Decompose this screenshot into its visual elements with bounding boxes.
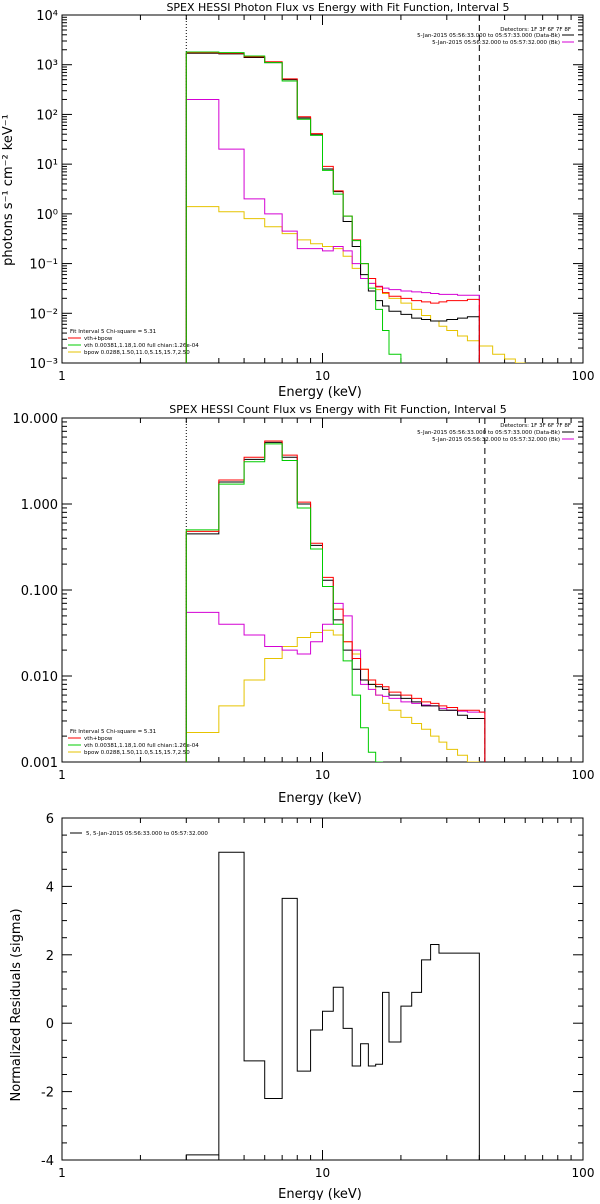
panel-2-series-fit_total: [185, 443, 384, 762]
panel-1-bpow-label: bpow 0.0288,1.50,11.0,5.15,15.7,2.50: [84, 350, 190, 356]
panel-2-fit-label: Fit Interval 5 Chi-square = 5.31: [70, 729, 156, 735]
panel-1-y-tick-label: 10⁻³: [29, 357, 58, 372]
panel-1-x-tick-label: 10: [315, 369, 330, 383]
panel-1-vth-label: vth 0.00381,1.18,1.00 full chian:1.26e-0…: [84, 343, 199, 349]
residuals-panel: Energy (keV) Normalized Residuals (sigma…: [9, 812, 595, 1202]
panel-1-series-background: [185, 98, 480, 363]
count-flux-panel: SPEX HESSI Count Flux vs Energy with Fit…: [13, 403, 595, 806]
panel-1-legend-bottom-left: Fit Interval 5 Chi-square = 5.31 vth+bpo…: [70, 329, 199, 356]
panel-1-y-tick-label: 10²: [36, 108, 58, 123]
panel-1-data-interval-label: 5-Jan-2015 05:56:33.000 to 05:57:33.000 …: [417, 33, 560, 39]
panel-1-x-tick-label: 100: [572, 369, 595, 383]
panel-2-y-tick-label: 0.100: [21, 584, 58, 599]
panel-1-y-tick-label: 10¹: [36, 158, 58, 173]
panel-1-y-tick-label: 10⁻¹: [29, 258, 58, 273]
panel-2-x-tick-label: 10: [315, 768, 330, 782]
panel-3-y-tick-label: -4: [41, 1154, 54, 1169]
panel-3-y-tick-label: -2: [41, 1086, 54, 1101]
panel-3-series-data: [185, 851, 480, 1160]
panel-2-frame: [61, 417, 584, 763]
panel-1-ylabel: photons s⁻¹ cm⁻² keV⁻¹: [1, 114, 16, 266]
panel-2-xlabel: Energy (keV): [278, 791, 362, 806]
panel-2-detectors-label: Detectors: 1F 3F 6F 7F 8F: [500, 423, 571, 429]
panel-2-bpow-label: bpow 0.0288,1.50,11.0,5.15,15.7,2.50: [84, 750, 190, 756]
panel-1-y-tick-label: 10³: [36, 59, 58, 74]
panel-3-y-tick-label: 6: [46, 812, 54, 827]
panel-3-xlabel: Energy (keV): [278, 1187, 362, 1200]
panel-2-y-tick-label: 1.000: [21, 498, 58, 513]
panel-1-frame: [61, 14, 584, 364]
panel-3-y-tick-label: 2: [46, 949, 54, 964]
panel-1-series-data: [185, 52, 480, 363]
panel-1-y-tick-label: 10⁻²: [29, 307, 58, 322]
panel-1-series-fit_total: [185, 51, 402, 363]
panel-1-detectors-label: Detectors: 1F 3F 6F 7F 8F: [500, 27, 571, 33]
panel-2-title: SPEX HESSI Count Flux vs Energy with Fit…: [169, 403, 506, 416]
panel-2-x-tick-label: 1: [58, 768, 66, 782]
panel-3-x-tick-label: 100: [572, 1166, 595, 1180]
panel-1-series-vth: [185, 52, 480, 363]
panel-1-x-tick-label: 1: [58, 369, 66, 383]
panel-1-bk-interval-label: 5-Jan-2015 05:56:32.000 to 05:57:32.000 …: [432, 40, 560, 46]
panel-3-frame: [61, 817, 584, 1161]
panel-2-y-tick-label: 0.010: [21, 670, 58, 685]
panel-3-x-tick-label: 1: [58, 1166, 66, 1180]
panel-1-legend-top-right: Detectors: 1F 3F 6F 7F 8F 5-Jan-2015 05:…: [417, 27, 571, 46]
panel-3-y-tick-label: 4: [46, 880, 54, 895]
panel-2-y-tick-label: 10.000: [13, 412, 59, 427]
panel-3-y-tick-label: 0: [46, 1017, 54, 1032]
panel-3-interval-label: 5, 5-Jan-2015 05:56:33.000 to 05:57:32.0…: [86, 831, 208, 837]
panel-2-vth-bpow-label: vth+bpow: [84, 736, 113, 742]
panel-3-legend-top-left: 5, 5-Jan-2015 05:56:33.000 to 05:57:32.0…: [86, 831, 208, 837]
photon-flux-panel: SPEX HESSI Photon Flux vs Energy with Fi…: [1, 1, 594, 400]
panel-3-ylabel: Normalized Residuals (sigma): [9, 908, 24, 1101]
panel-1-xlabel: Energy (keV): [278, 385, 362, 400]
panel-3-x-tick-label: 10: [315, 1166, 330, 1180]
panel-1-title: SPEX HESSI Photon Flux vs Energy with Fi…: [166, 1, 509, 14]
panel-2-vth-label: vth 0.00381,1.18,1.00 full chian:1.26e-0…: [84, 743, 199, 749]
panel-2-y-tick-label: 0.001: [21, 756, 58, 771]
panel-2-bk-interval-label: 5-Jan-2015 05:56:32.000 to 05:57:32.000 …: [432, 437, 560, 443]
panel-1-y-tick-label: 10⁰: [36, 208, 58, 223]
panel-1-fit-label: Fit Interval 5 Chi-square = 5.31: [70, 329, 156, 335]
panel-2-legend-bottom-left: Fit Interval 5 Chi-square = 5.31 vth+bpo…: [70, 729, 199, 756]
panel-2-series-background: [185, 602, 486, 762]
panel-1-vth-bpow-label: vth+bpow: [84, 336, 113, 342]
panel-1-series-bpow: [185, 206, 526, 363]
panel-2-series-vth: [185, 440, 486, 762]
panel-2-x-tick-label: 100: [572, 768, 595, 782]
panel-2-legend-top-right: Detectors: 1F 3F 6F 7F 8F 5-Jan-2015 05:…: [417, 423, 571, 443]
panel-2-data-interval-label: 5-Jan-2015 05:56:33.000 to 05:57:33.000 …: [417, 430, 560, 436]
panel-1-y-tick-label: 10⁴: [36, 9, 58, 24]
panel-2-series-bpow: [185, 629, 480, 762]
